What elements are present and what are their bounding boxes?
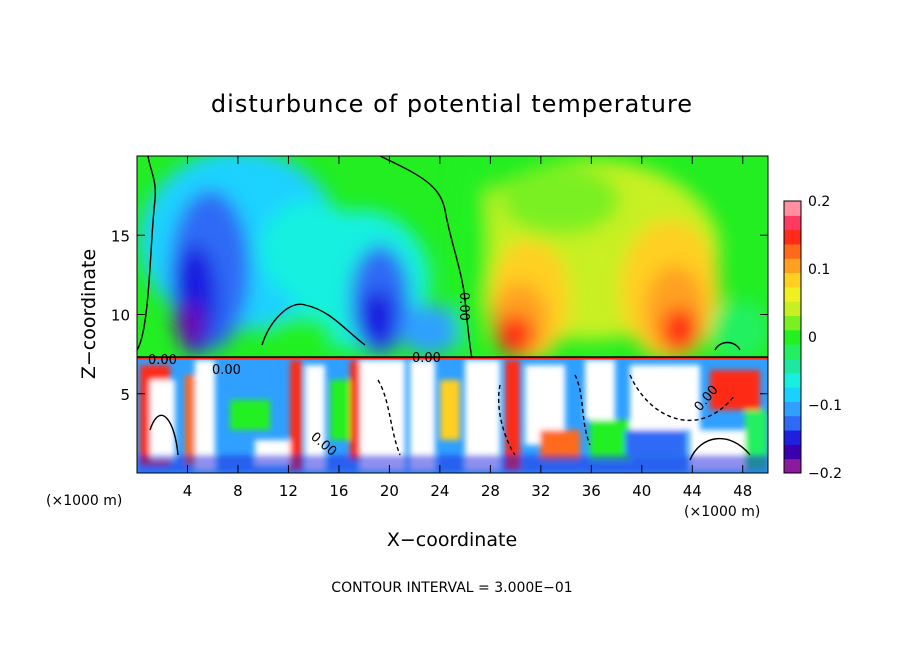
contour-line (377, 379, 401, 456)
colorbar-swatch (784, 215, 801, 231)
colorbar-swatch (784, 372, 801, 388)
field-blob (360, 360, 405, 470)
colorbar-swatch (784, 358, 801, 374)
colorbar-swatch (784, 286, 801, 302)
x-tick-label: 28 (481, 482, 500, 500)
x-tick-label: 32 (531, 482, 550, 500)
field-blob (465, 360, 500, 470)
field-blob (137, 455, 768, 473)
colorbar-swatch (784, 272, 801, 288)
upper-field (140, 156, 768, 360)
field-blob (505, 360, 520, 470)
colorbar-tick-label: 0 (808, 330, 817, 346)
colorbar-swatch (784, 315, 801, 331)
colorbar-swatch (784, 430, 801, 445)
field-blob (450, 156, 490, 360)
field-blob (195, 360, 215, 470)
contour-line (714, 341, 741, 351)
chart-title: disturbunce of potential temperature (211, 90, 693, 118)
colorbar-swatch (784, 387, 801, 402)
field-blob (230, 400, 270, 430)
x-unit-label-right: (×1000 m) (684, 504, 760, 520)
x-tick-label: 40 (632, 482, 651, 500)
x-unit-label-left: (×1000 m) (46, 493, 122, 509)
colorbar-swatch (784, 344, 801, 359)
lower-field (137, 356, 768, 473)
y-axis-title: Z−coordinate (78, 249, 100, 379)
field-blob (305, 365, 325, 470)
contour-line (149, 414, 179, 456)
colorbar-tick-label: 0.2 (808, 194, 830, 210)
y-tick-label: 15 (111, 227, 130, 245)
field-blob (630, 365, 700, 430)
x-tick-label: 8 (233, 482, 243, 500)
colorbar-swatch (784, 329, 801, 345)
y-tick-label: 5 (120, 386, 130, 404)
field-blob (400, 305, 460, 355)
colorbar-swatch (784, 444, 801, 460)
field-blob (585, 360, 615, 420)
colorbar: 0.2 0.1 0 −0.1 −0.2 (783, 194, 842, 482)
contour-line (629, 374, 736, 422)
colorbar-frame (783, 200, 802, 474)
field-blob (176, 303, 204, 347)
field-blob (150, 380, 175, 460)
field-blob (290, 360, 302, 470)
field-blob (710, 300, 768, 360)
contour-interval: CONTOUR INTERVAL = 3.000E−01 (331, 580, 572, 596)
field-blob (590, 420, 630, 460)
contour-label: 0.00 (412, 351, 441, 366)
contour-line (261, 303, 366, 346)
colorbar-swatch (784, 201, 801, 216)
field-blob (410, 360, 435, 470)
colorbar-swatch (784, 229, 801, 245)
colorbar-swatch (784, 301, 801, 317)
field-blob (440, 380, 460, 440)
field-blob (185, 375, 195, 465)
x-tick-label: 20 (380, 482, 399, 500)
colorbar-tick-label: −0.1 (808, 398, 842, 414)
x-tick-label: 4 (183, 482, 193, 500)
x-tick-label: 44 (683, 482, 702, 500)
x-tick-label: 48 (733, 482, 752, 500)
field-blob (662, 308, 698, 352)
field-blob (710, 370, 760, 410)
field-blob (500, 165, 620, 235)
contour-line (689, 438, 751, 461)
colorbar-swatch (784, 243, 801, 259)
field-blob (625, 430, 685, 455)
colorbar-tick-label: 0.1 (808, 262, 830, 278)
contour-label: 0.00 (212, 363, 241, 378)
contour-line (498, 384, 516, 456)
x-tick-label: 24 (430, 482, 449, 500)
contour-label: 0.00 (456, 292, 471, 321)
contour-line (379, 156, 473, 359)
field-blob (265, 315, 335, 355)
colorbar-swatch (784, 415, 801, 431)
colorbar-swatch (784, 458, 801, 474)
field-blob (497, 315, 533, 355)
y-tick-label: 10 (111, 307, 130, 325)
x-axis-title: X−coordinate (387, 529, 517, 551)
field-blob (360, 290, 396, 346)
colorbar-swatch (784, 258, 801, 274)
field-blob (350, 360, 360, 460)
x-axis: 4 8 12 16 20 24 28 32 36 40 44 48 (183, 156, 752, 500)
contour-line (574, 374, 591, 446)
colorbar-swatch (784, 401, 801, 417)
x-tick-label: 36 (582, 482, 601, 500)
zero-contours (137, 156, 768, 461)
plot-area: 0.00 0.00 0.00 0.00 0.00 0.00 (137, 156, 768, 473)
y-axis: 5 10 15 (111, 227, 768, 404)
contour-line (137, 156, 157, 351)
x-tick-label: 16 (329, 482, 348, 500)
contour-label: 0.00 (148, 353, 177, 368)
x-tick-label: 12 (279, 482, 298, 500)
colorbar-tick-label: −0.2 (808, 466, 842, 482)
